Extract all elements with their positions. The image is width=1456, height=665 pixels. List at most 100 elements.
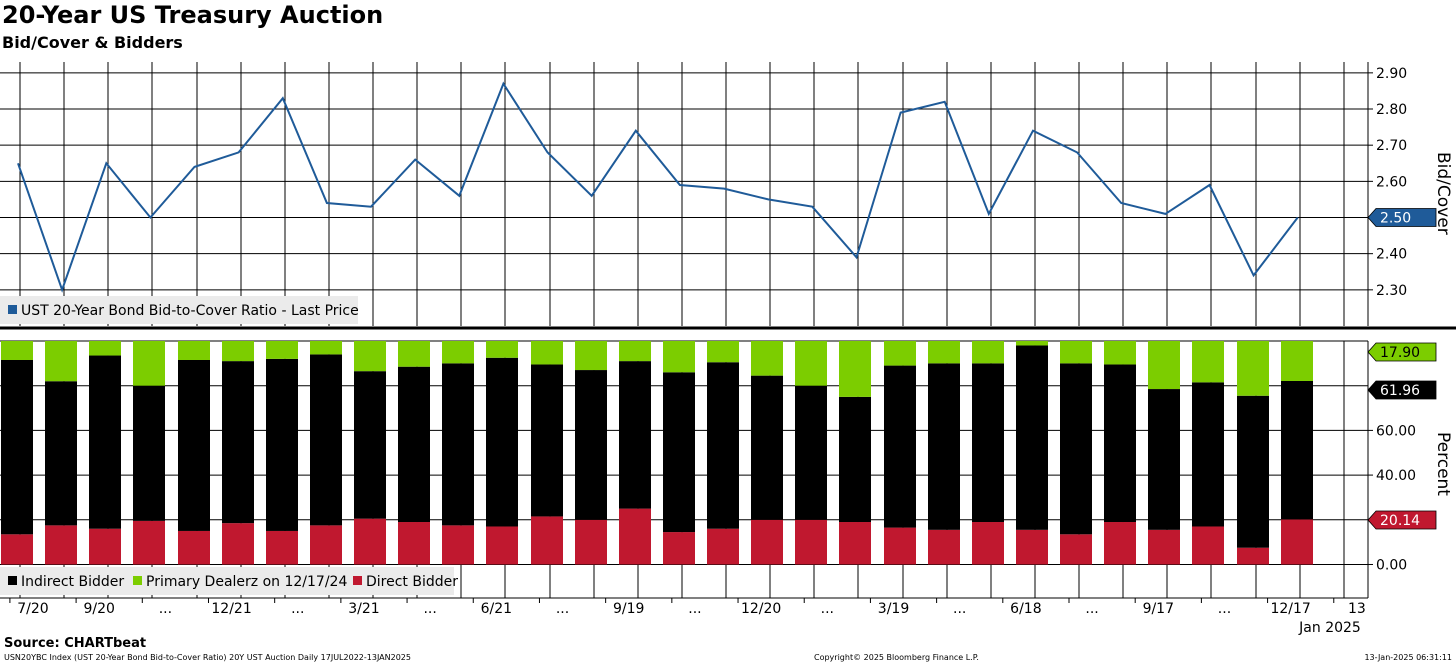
bar-primary-dealer: [972, 341, 1004, 364]
bar-indirect-bidder: [133, 385, 165, 521]
bar-direct-bidder: [575, 519, 607, 565]
axis-labels: 2.302.402.502.602.702.802.900.0020.0040.…: [17, 66, 1453, 636]
bar-indirect-bidder: [442, 363, 474, 526]
y-tick-label: 40.00: [1376, 468, 1416, 484]
bar-indirect-bidder: [89, 355, 121, 529]
x-tick-label: 9/20: [83, 601, 114, 617]
bar-primary-dealer: [442, 341, 474, 364]
y-tick-label: 2.30: [1376, 283, 1407, 299]
bar-primary-dealer: [928, 341, 960, 364]
bar-direct-bidder: [266, 530, 298, 565]
last-value-tag-direct-shape: [1367, 510, 1437, 530]
bar-direct-bidder: [354, 518, 386, 565]
bar-primary-dealer: [178, 341, 210, 360]
bar-primary-dealer: [1104, 341, 1136, 365]
bar-primary-dealer: [133, 341, 165, 386]
source-note: Source: CHARTbeat: [4, 636, 147, 651]
bar-indirect-bidder: [1016, 345, 1048, 530]
bar-direct-bidder: [442, 525, 474, 565]
x-tick-label: 12/21: [211, 601, 251, 617]
legend-label-dealer: Primary Dealerz on 12/17/24: [146, 574, 347, 590]
bar-indirect-bidder: [486, 357, 518, 527]
x-tick-label: ...: [291, 601, 304, 617]
bar-direct-bidder: [972, 522, 1004, 565]
bar-direct-bidder: [1, 534, 33, 565]
last-value-tag-dealer-shape: [1367, 342, 1437, 362]
x-tick-label: ...: [1218, 601, 1231, 617]
x-tick-label: ...: [159, 601, 172, 617]
bar-primary-dealer: [1148, 341, 1180, 390]
last-value-tag-indirect-text: 61.96: [1380, 383, 1420, 399]
bar-direct-bidder: [1060, 534, 1092, 565]
x-tick-label: 13: [1348, 601, 1366, 617]
bar-indirect-bidder: [1237, 395, 1269, 548]
x-tick-label: 7/20: [17, 601, 48, 617]
bar-direct-bidder: [1237, 547, 1269, 565]
x-tick-label: 3/19: [878, 601, 909, 617]
legend-swatch-dealer: [133, 576, 142, 585]
last-value-tag-indirect: 61.96: [1367, 380, 1437, 400]
bar-indirect-bidder: [707, 362, 739, 529]
x-tick-label: 6/18: [1010, 601, 1041, 617]
bar-indirect-bidder: [928, 363, 960, 530]
bar-indirect-bidder: [222, 361, 254, 524]
last-value-tag-dealer: 17.90: [1367, 342, 1437, 362]
y-tick-label: 2.90: [1376, 66, 1407, 82]
bar-indirect-bidder: [266, 358, 298, 531]
bar-primary-dealer: [751, 341, 783, 376]
y-tick-label: 0.00: [1376, 557, 1407, 573]
bar-direct-bidder: [751, 519, 783, 565]
x-tick-label: 9/17: [1143, 601, 1174, 617]
bar-primary-dealer: [266, 341, 298, 359]
bar-primary-dealer: [795, 341, 827, 386]
last-value-tag-bid-cover-text: 2.50: [1380, 211, 1411, 227]
y-tick-label: 2.60: [1376, 174, 1407, 190]
stacked-bars: [1, 341, 1313, 565]
x-tick-label: ...: [688, 601, 701, 617]
legend-swatch-bid-cover: [8, 305, 17, 314]
bar-direct-bidder: [45, 525, 77, 565]
legend-swatch-direct: [353, 576, 362, 585]
last-value-tag-bid-cover: 2.50: [1367, 208, 1437, 227]
bar-direct-bidder: [398, 522, 430, 565]
chart-subtitle: Bid/Cover & Bidders: [2, 33, 183, 52]
bar-primary-dealer: [707, 341, 739, 363]
bar-direct-bidder: [310, 525, 342, 565]
bar-indirect-bidder: [575, 370, 607, 520]
legends: UST 20-Year Bond Bid-to-Cover Ratio - La…: [0, 296, 458, 595]
footer-index-description: USN20YBC Index (UST 20-Year Bond Bid-to-…: [4, 653, 411, 662]
bar-indirect-bidder: [1, 359, 33, 535]
x-tick-label: 12/20: [741, 601, 781, 617]
legend-bottom: Indirect Bidder Primary Dealerz on 12/17/…: [0, 567, 458, 595]
x-year-label: Jan 2025: [1298, 620, 1361, 636]
bar-indirect-bidder: [310, 354, 342, 526]
legend-bottom-background: [0, 567, 454, 595]
y-axis-title-percent: Percent: [1433, 432, 1453, 496]
bar-primary-dealer: [884, 341, 916, 366]
bar-indirect-bidder: [972, 363, 1004, 523]
last-value-tag-direct-text: 20.14: [1380, 513, 1420, 529]
bar-indirect-bidder: [1192, 382, 1224, 527]
bar-direct-bidder: [1281, 519, 1313, 565]
bar-direct-bidder: [1016, 529, 1048, 565]
bar-direct-bidder: [1148, 529, 1180, 565]
legend-swatch-indirect: [8, 576, 17, 585]
bar-primary-dealer: [1, 341, 33, 360]
bar-direct-bidder: [531, 516, 563, 565]
x-tick-label: ...: [953, 601, 966, 617]
last-value-tag-dealer-text: 17.90: [1380, 345, 1420, 361]
bar-direct-bidder: [928, 529, 960, 565]
x-tick-label: ...: [821, 601, 834, 617]
bar-primary-dealer: [310, 341, 342, 355]
x-tick-label: 9/19: [613, 601, 644, 617]
chart-canvas: 2.302.402.502.602.702.802.900.0020.0040.…: [0, 62, 1456, 636]
y-tick-label: 2.80: [1376, 102, 1407, 118]
bar-indirect-bidder: [839, 396, 871, 523]
bar-direct-bidder: [486, 526, 518, 565]
y-tick-label: 2.40: [1376, 247, 1407, 263]
bar-direct-bidder: [663, 532, 695, 565]
bar-direct-bidder: [707, 528, 739, 565]
x-tick-label: ...: [556, 601, 569, 617]
bar-indirect-bidder: [884, 365, 916, 528]
bid-cover-series-path: [17, 81, 1299, 293]
